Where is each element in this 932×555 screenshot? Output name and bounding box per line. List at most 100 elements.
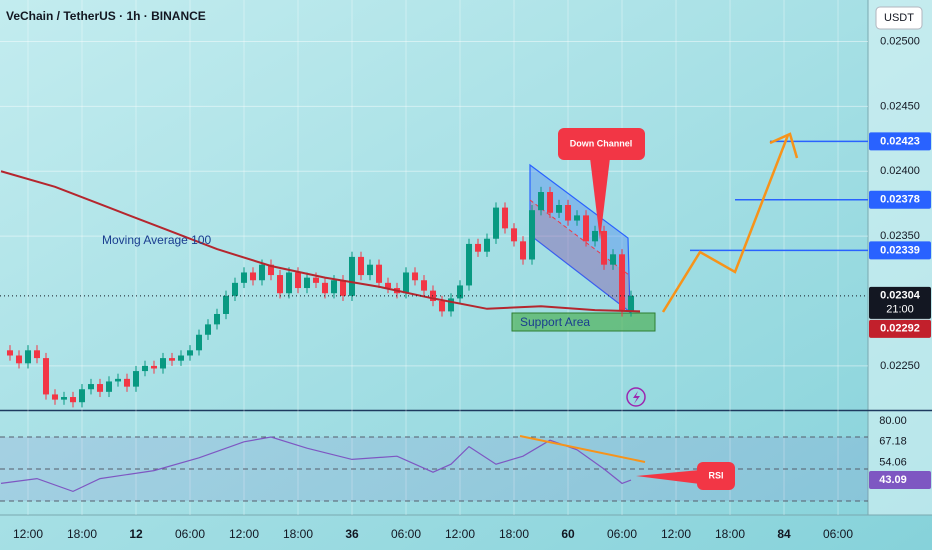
candle-body (69, 397, 76, 403)
candle-body (186, 350, 193, 356)
y-tick-label: 0.02250 (880, 360, 920, 372)
candle-body (412, 272, 419, 281)
candle-body (250, 272, 257, 281)
candle-body (511, 228, 518, 242)
candle-body (385, 282, 392, 289)
candle-body (439, 301, 446, 312)
candle-body (529, 210, 536, 260)
candle-body (466, 243, 473, 286)
price-label: 0.02304 (880, 290, 921, 302)
candle-body (132, 371, 139, 387)
candle-body (87, 384, 94, 390)
candle-body (484, 238, 491, 252)
price-label: 0.02378 (880, 194, 920, 206)
rsi-callout-pointer (636, 470, 700, 484)
x-tick-label: 12:00 (445, 527, 475, 541)
unit-label: USDT (884, 12, 914, 24)
candle-body (610, 254, 617, 265)
candle-body (141, 365, 148, 372)
unit-box (875, 6, 923, 30)
x-tick-label: 06:00 (175, 527, 205, 541)
candle-body (295, 272, 302, 289)
ma-label: Moving Average 100 (102, 233, 212, 247)
candle-body (601, 230, 608, 265)
rsi-value-label: 67.18 (879, 435, 907, 447)
x-tick-label: 06:00 (391, 527, 421, 541)
candle-body (538, 192, 545, 211)
candle-body (214, 313, 220, 325)
support-area (511, 312, 656, 332)
x-tick-label: 18:00 (499, 527, 529, 541)
candle-body (33, 350, 40, 359)
candle-body (96, 384, 103, 392)
candle-body (78, 389, 85, 403)
candle-body (168, 358, 175, 361)
x-tick-label: 06:00 (607, 527, 637, 541)
x-tick-label: 36 (345, 527, 359, 541)
candle-body (430, 290, 437, 302)
candle-body (421, 280, 428, 291)
candle-body (114, 378, 121, 382)
candle-body (159, 358, 166, 369)
candle-body (619, 254, 626, 312)
x-tick-label: 18:00 (67, 527, 97, 541)
rsi-value-label: 80.00 (879, 415, 907, 427)
candle-body (556, 205, 563, 213)
x-tick-label: 12:00 (229, 527, 259, 541)
candle-body (15, 355, 22, 364)
candle-body (583, 215, 590, 242)
candle-body (574, 215, 581, 221)
price-label: 0.02423 (880, 135, 920, 147)
y-tick-label: 0.02500 (880, 35, 920, 47)
rsi-callout-label: RSI (708, 470, 723, 480)
candle-body (195, 334, 202, 351)
rsi-value-label: 43.09 (879, 474, 907, 486)
price-label-box (869, 241, 931, 260)
candle-body (105, 381, 112, 392)
x-tick-label: 12:00 (661, 527, 691, 541)
callout-label: Down Channel (570, 138, 633, 148)
candle-body (6, 350, 13, 356)
y-tick-label: 0.02350 (880, 230, 920, 242)
candle-body (349, 256, 356, 296)
callout-box (558, 128, 645, 160)
candle-body (565, 205, 572, 221)
candle-body (259, 264, 266, 281)
x-tick-label: 18:00 (715, 527, 745, 541)
y-tick-label: 0.02450 (880, 100, 920, 112)
x-tick-label: 60 (561, 527, 575, 541)
event-icon (626, 387, 646, 407)
price-label-box (869, 286, 931, 319)
candle-body (457, 285, 464, 299)
moving-average (0, 170, 641, 313)
candle-body (241, 272, 248, 283)
x-tick-label: 06:00 (823, 527, 853, 541)
candle-body (592, 230, 599, 242)
countdown: 21:00 (886, 304, 914, 316)
candle-body (304, 277, 311, 289)
candle-body (502, 207, 509, 229)
candle-body (475, 243, 482, 252)
price-label-box (869, 132, 931, 151)
down-channel-lower (530, 200, 630, 312)
candle-body (520, 241, 527, 260)
projection-path (661, 134, 790, 313)
candle-body (331, 280, 338, 294)
y-tick-label: 0.02400 (880, 165, 920, 177)
candle-body (232, 282, 239, 296)
candle-body (204, 324, 211, 335)
x-tick-label: 84 (777, 527, 791, 541)
candle-body (340, 280, 347, 296)
candle-body (150, 365, 157, 369)
candle-body (322, 282, 329, 294)
candle-body (286, 272, 293, 294)
candle-body (42, 358, 49, 395)
x-tick-label: 18:00 (283, 527, 313, 541)
candle-body (123, 378, 130, 387)
callout-pointer (590, 158, 610, 240)
candle-body (493, 207, 500, 239)
candle-body (268, 264, 275, 276)
rsi-callout (697, 462, 735, 490)
price-label: 0.02292 (880, 323, 920, 335)
